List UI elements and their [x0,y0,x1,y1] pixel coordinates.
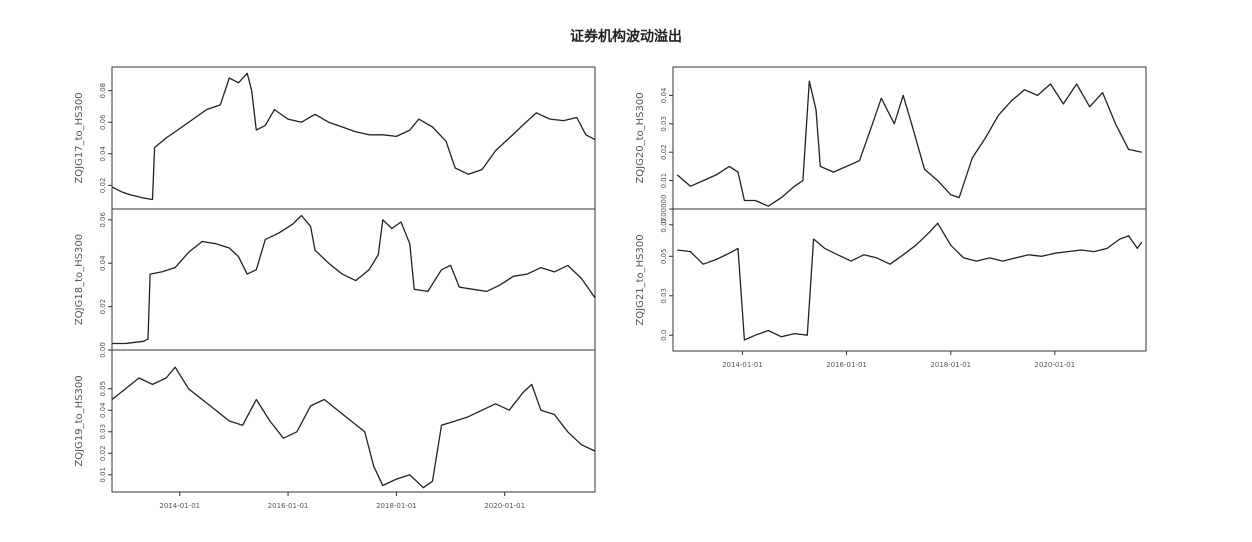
y-tick-label: 0.03 [660,116,668,132]
y-axis-label: ZQJG18_to_HS300 [74,234,85,325]
series-line [677,222,1143,341]
y-tick-label: 0.06 [99,212,107,228]
x-tick-label: 2018-01-01 [376,502,417,510]
y-axis-label: ZQJG21_to_HS300 [635,234,646,325]
y-tick-label: 0.02 [660,144,668,160]
plot-frame [672,208,1147,352]
plot-frame [111,349,596,493]
series-line [112,214,596,345]
y-tick-label: 0.00000 [660,195,668,224]
plot-frame [672,66,1147,210]
plot-frame [111,66,596,210]
y-tick-label: 0.05 [99,381,107,397]
x-tick-label: 2020-01-01 [1035,361,1076,369]
y-axis-label: ZQJG19_to_HS300 [74,375,85,466]
y-tick-label: 0.05 [660,249,668,265]
y-tick-label: 0.02 [99,299,107,315]
series-line [676,80,1142,207]
y-tick-label: 0.04 [99,145,107,161]
chart-title: 证券机构波动溢出 [570,29,682,45]
x-tick-label: 2014-01-01 [722,361,763,369]
y-tick-label: 0.03 [99,424,107,440]
x-tick-label: 2018-01-01 [930,361,971,369]
x-tick-label: 2016-01-01 [268,502,309,510]
y-tick-label: 0.04 [660,87,668,103]
x-tick-label: 2020-01-01 [484,502,525,510]
y-tick-label: 0.04 [99,255,107,271]
y-axis-label: ZQJG20_to_HS300 [635,92,646,183]
y-axis-label: ZQJG17_to_HS300 [74,92,85,183]
y-tick-label: 0.00 [99,342,107,358]
x-tick-label: 2014-01-01 [159,502,200,510]
series-line [111,366,596,489]
y-tick-label: 0.01 [99,467,107,483]
y-tick-label: 0.08 [99,83,107,99]
y-tick-label: 0.02 [99,178,107,194]
series-line [111,72,596,201]
y-tick-label: 0.0 [660,330,668,341]
y-tick-label: 0.01 [660,173,668,189]
y-tick-label: 0.02 [99,445,107,461]
y-tick-label: 0.03 [660,288,668,304]
y-tick-label: 0.04 [99,402,107,418]
y-tick-label: 0.06 [99,114,107,130]
y-tick-label: 0.07 [660,217,668,233]
x-tick-label: 2016-01-01 [826,361,867,369]
